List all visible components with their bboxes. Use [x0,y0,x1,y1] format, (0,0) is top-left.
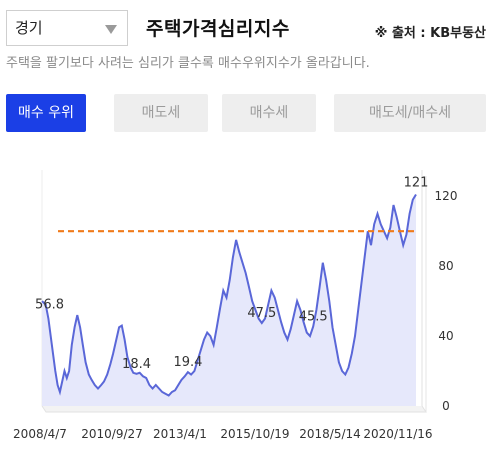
region-select[interactable]: 경기 [6,10,128,46]
x-tick-label: 2018/5/14 [299,427,361,441]
source-note: ※ 출처 : KB부동산 [374,26,486,41]
tab-buy-dominance[interactable]: 매수 우위 [6,94,86,132]
data-label: 45.5 [299,309,328,324]
series-line [41,193,417,397]
y-tick-label: 40 [438,329,453,343]
series-area [42,194,416,406]
description: 주택을 팔기보다 사려는 심리가 클수록 매수우위지수가 올라갑니다. [6,56,370,71]
top-row: 경기 주택가격심리지수 ※ 출처 : KB부동산 [6,10,490,50]
tab-bar: 매수 우위 매도세 매수세 매도세/매수세 [6,94,490,134]
x-tick-label: 2015/10/19 [220,427,289,441]
data-label: 56.8 [35,298,64,313]
x-tick-label: 2020/11/16 [363,427,432,441]
x-tick-label: 2010/9/27 [81,427,143,441]
x-tick-label: 2013/4/1 [153,427,207,441]
chart-svg: 0 40 80 120 56.8 18.4 19.4 47.5 45.5 121 2008/4/7 2… [13,170,458,441]
data-label: 121 [404,175,429,190]
tab-buy[interactable]: 매수세 [222,94,316,132]
tab-sell-buy[interactable]: 매도세/매수세 [334,94,486,132]
x-tick-label: 2008/4/7 [13,427,67,441]
price-sentiment-chart: 0 40 80 120 56.8 18.4 19.4 47.5 45.5 121 2008/4/7 2… [0,170,494,456]
y-tick-label: 120 [435,189,458,203]
data-label: 18.4 [122,357,151,372]
y-tick-label: 80 [438,259,453,273]
y-tick-label: 0 [442,399,450,413]
data-label: 47.5 [247,306,276,321]
chart-floor [41,405,427,413]
chevron-down-icon [105,25,117,34]
region-select-value: 경기 [15,19,43,37]
data-label: 19.4 [173,355,202,370]
page-title: 주택가격심리지수 [146,18,290,40]
tab-sell[interactable]: 매도세 [114,94,208,132]
